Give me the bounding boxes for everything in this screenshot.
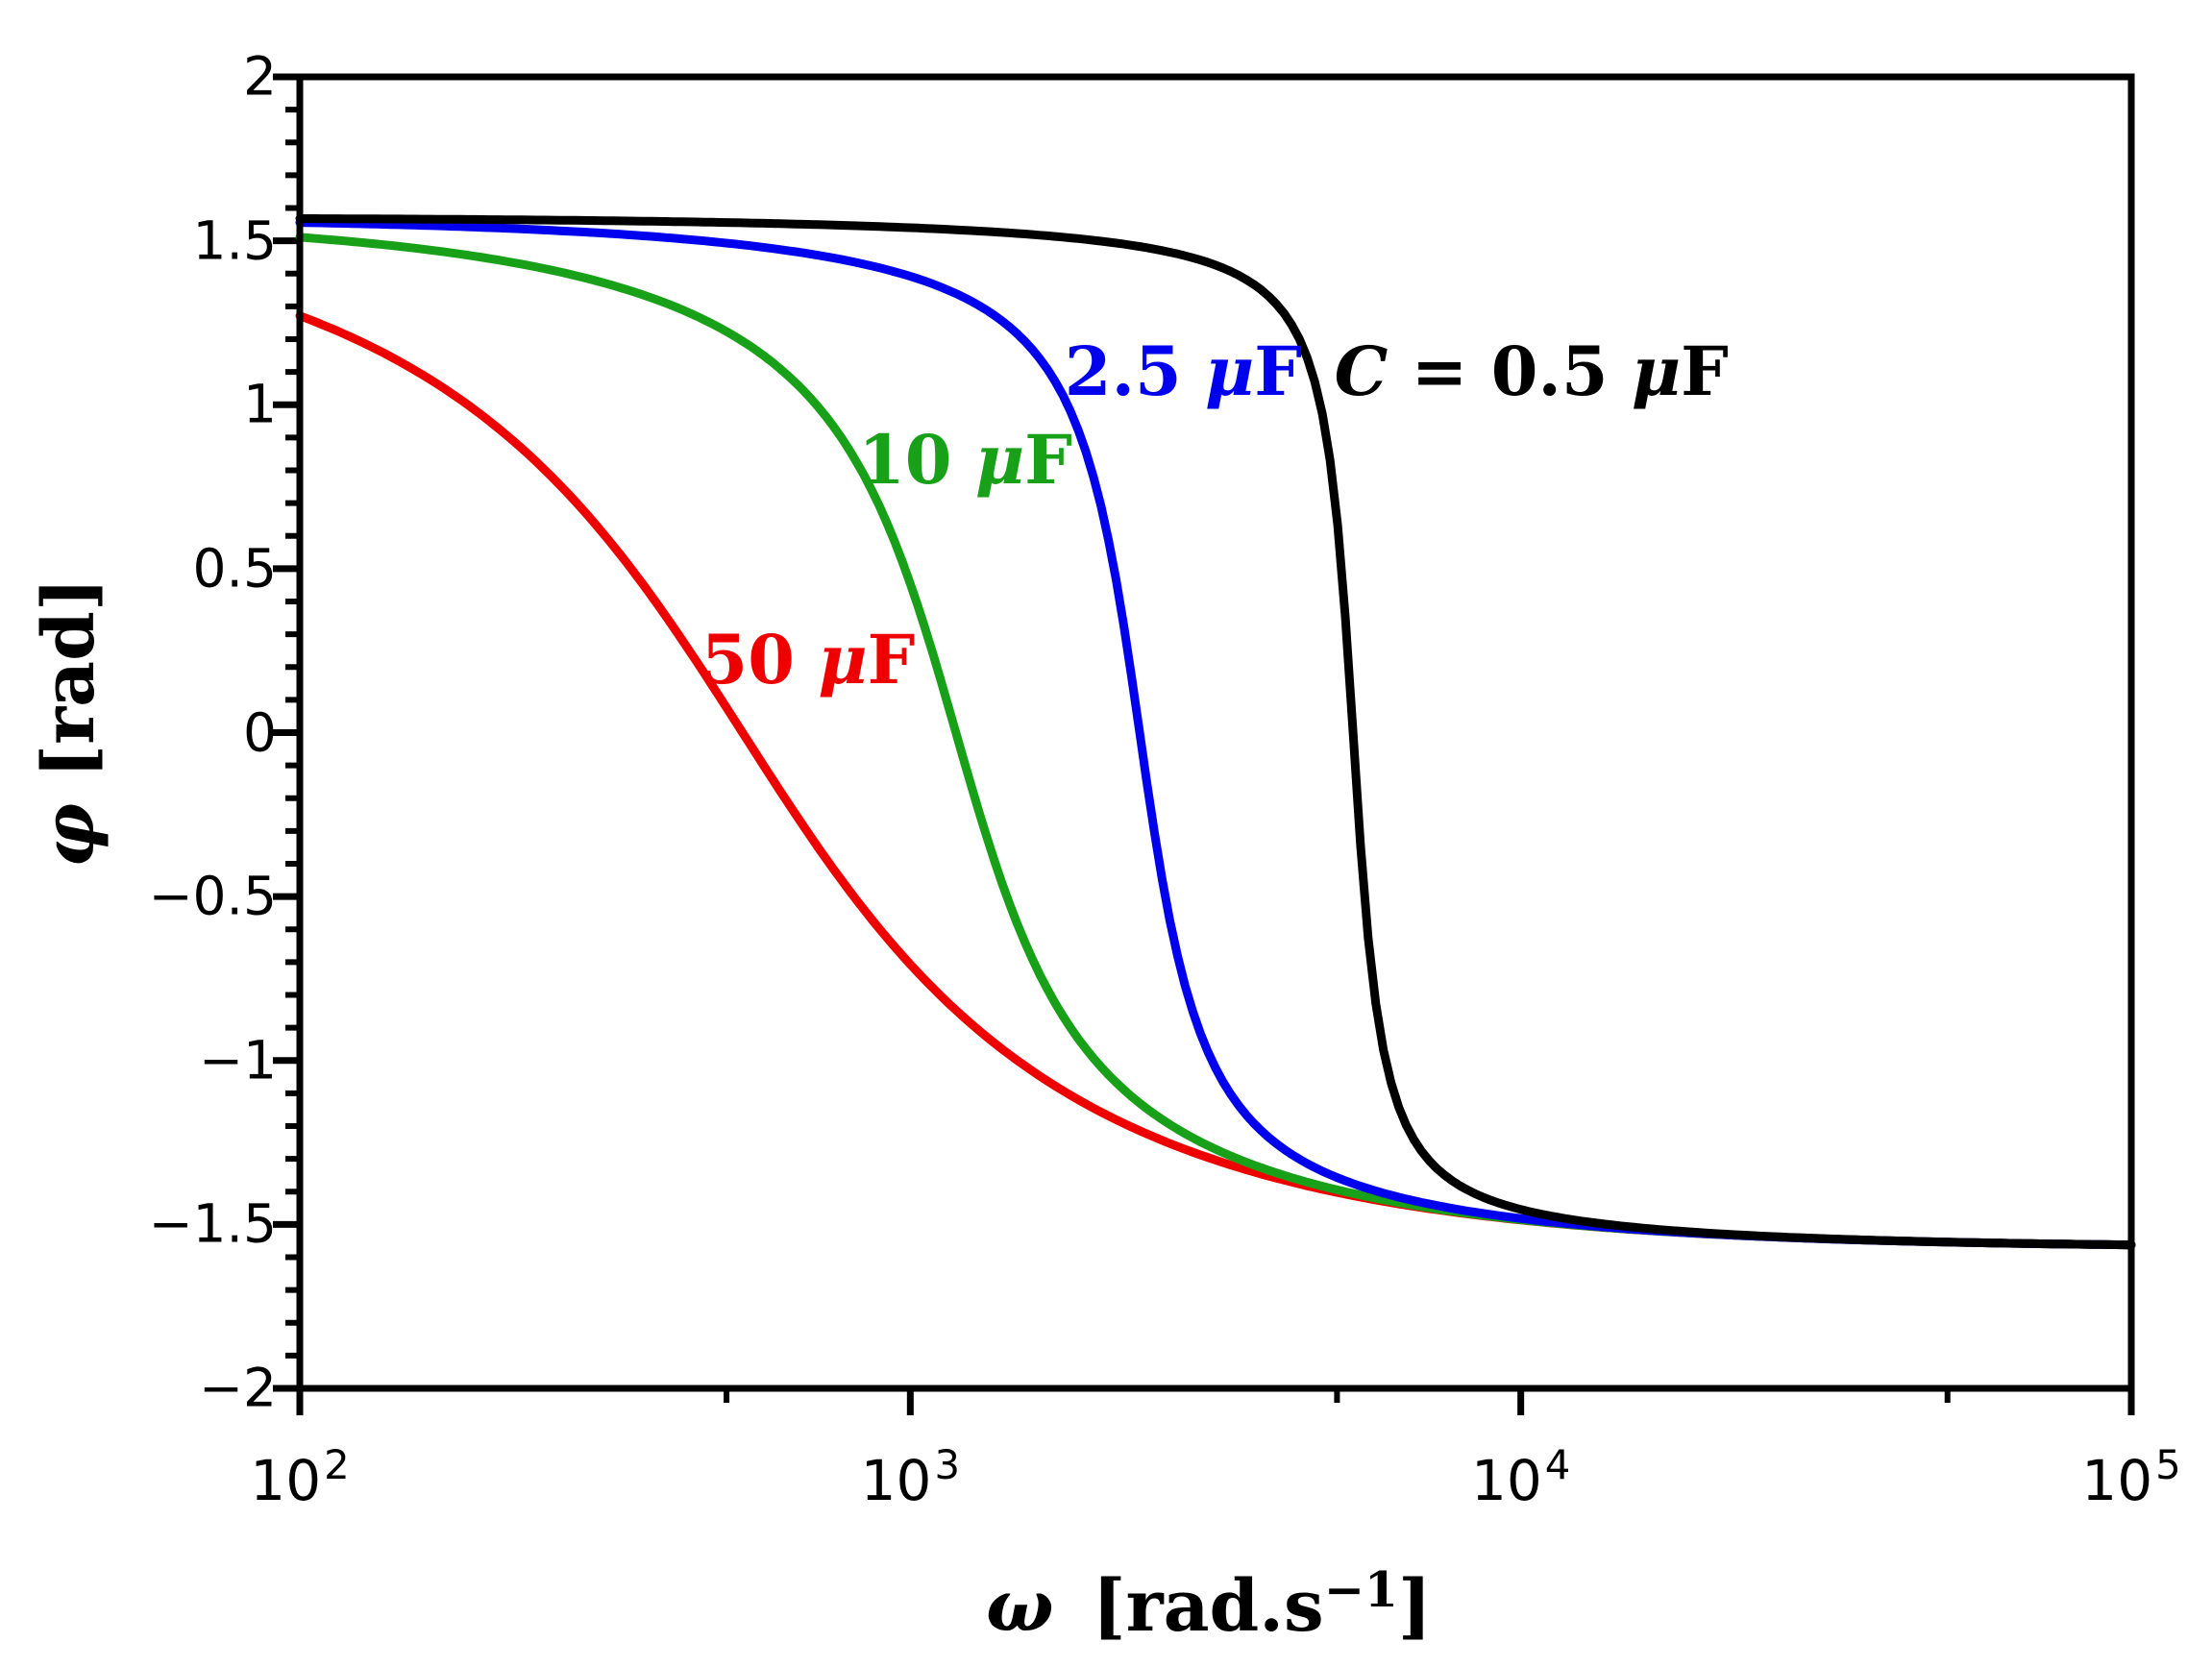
curve-50uF <box>295 311 2136 1250</box>
plot-frame <box>296 73 2135 1392</box>
y-tick-label: 0 <box>243 701 277 763</box>
curve-label-50uF: 50 μF <box>700 620 916 700</box>
omega-symbol: ω <box>986 1565 1054 1648</box>
x-axis-unit: [rad.s−1] <box>1092 1560 1432 1648</box>
y-tick-label: 1.5 <box>192 209 277 272</box>
curve-label-10uF: 10 μF <box>858 420 1072 501</box>
y-tick-label: 0.5 <box>192 537 277 600</box>
y-axis-title: φ [rad] <box>28 577 111 868</box>
phi-symbol: φ <box>28 802 111 868</box>
x-tick-label: 102 <box>250 1441 350 1513</box>
y-tick-label: −1.5 <box>148 1192 277 1255</box>
x-axis-title: ω [rad.s−1] <box>986 1565 1432 1642</box>
y-tick-label: 2 <box>243 45 277 108</box>
y-tick-label: 1 <box>243 373 277 435</box>
curve-0.5uF <box>295 214 2136 1250</box>
x-tick-label: 103 <box>860 1441 961 1513</box>
x-tick-label: 104 <box>1470 1441 1571 1513</box>
y-axis-unit: [rad] <box>28 577 111 778</box>
x-axis-unit-exponent: −1 <box>1323 1560 1398 1618</box>
curve-label-0.5uF: C = 0.5 μF <box>1334 331 1729 412</box>
y-tick-label: −0.5 <box>148 865 277 927</box>
curve-label-2.5uF: 2.5 μF <box>1064 331 1302 412</box>
y-tick-label: −1 <box>198 1029 277 1091</box>
x-tick-label: 105 <box>2081 1441 2181 1513</box>
y-tick-label: −2 <box>198 1357 277 1419</box>
